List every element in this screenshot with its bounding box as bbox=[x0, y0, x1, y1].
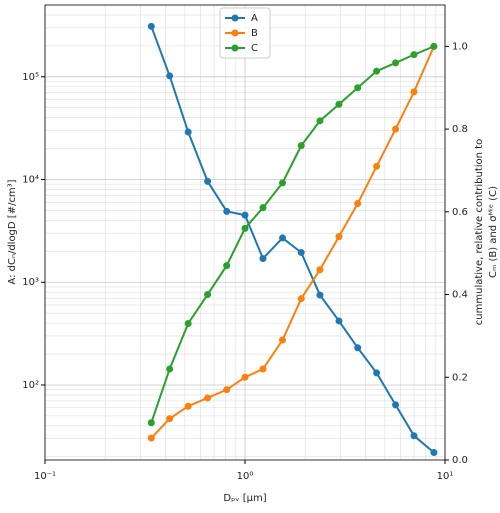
data-point bbox=[354, 344, 362, 352]
y2-tick-label: 0.6 bbox=[452, 207, 468, 218]
data-point bbox=[335, 100, 343, 108]
y-tick-label: 10⁵ bbox=[22, 72, 39, 83]
data-point bbox=[392, 401, 400, 409]
data-point bbox=[279, 179, 287, 187]
data-point bbox=[373, 162, 381, 170]
y2-tick-label: 0.4 bbox=[452, 290, 468, 301]
data-point bbox=[410, 88, 418, 96]
data-point bbox=[147, 434, 155, 442]
y-tick-label: 10² bbox=[22, 380, 39, 391]
legend-marker bbox=[231, 44, 239, 52]
data-point bbox=[392, 125, 400, 133]
data-point bbox=[335, 317, 343, 325]
series-line bbox=[150, 45, 435, 424]
data-point bbox=[184, 320, 192, 327]
x-axis-label: Dₚᵥ [µm] bbox=[223, 493, 266, 504]
data-point bbox=[279, 336, 287, 344]
data-point bbox=[184, 128, 192, 136]
data-point bbox=[204, 177, 212, 185]
data-point bbox=[316, 117, 324, 125]
y-tick-label: 10⁴ bbox=[22, 175, 39, 186]
data-point bbox=[147, 419, 155, 427]
data-point bbox=[410, 432, 418, 440]
data-point bbox=[297, 142, 305, 150]
data-point bbox=[259, 204, 267, 212]
data-point bbox=[166, 72, 174, 80]
y2-tick-label: 1.0 bbox=[452, 41, 468, 52]
data-point bbox=[430, 42, 438, 50]
data-point bbox=[373, 369, 381, 377]
x-tick-label: 10¹ bbox=[437, 471, 454, 482]
y2-axis-label: cummulative, relative contribution to bbox=[474, 139, 485, 325]
y-tick-label: 10³ bbox=[22, 277, 39, 288]
legend-label: A bbox=[251, 13, 258, 24]
data-point bbox=[223, 386, 231, 394]
data-point bbox=[316, 266, 324, 274]
series-line bbox=[150, 45, 435, 439]
data-point bbox=[184, 402, 192, 410]
data-point bbox=[147, 22, 155, 30]
data-point bbox=[223, 262, 231, 270]
data-point bbox=[223, 207, 231, 215]
y2-tick-label: 0.8 bbox=[452, 124, 468, 135]
data-point bbox=[430, 449, 438, 457]
legend-label: C bbox=[251, 43, 258, 54]
x-tick-label: 10⁰ bbox=[237, 471, 254, 482]
data-point bbox=[241, 211, 249, 219]
data-point bbox=[316, 291, 324, 299]
data-point bbox=[259, 365, 267, 373]
data-point bbox=[373, 67, 381, 75]
data-point bbox=[354, 84, 362, 92]
data-point bbox=[335, 233, 343, 241]
data-point bbox=[166, 365, 174, 373]
data-point bbox=[204, 394, 212, 402]
data-point bbox=[259, 255, 267, 263]
plot-frame bbox=[44, 4, 446, 461]
y2-tick-label: 0.2 bbox=[452, 372, 468, 383]
y2-axis-label: Cₘ (B) and σᴹⁱᵉ (C) bbox=[488, 186, 499, 278]
series-line bbox=[150, 25, 435, 454]
y-axis-label: A: dCₙ/dlogD [#/cm³] bbox=[7, 179, 18, 284]
y2-tick-label: 0.0 bbox=[452, 455, 468, 466]
data-point bbox=[279, 234, 287, 242]
legend-label: B bbox=[251, 28, 258, 39]
data-point bbox=[297, 248, 305, 256]
data-point bbox=[410, 51, 418, 59]
data-point bbox=[354, 200, 362, 208]
data-point bbox=[392, 59, 400, 67]
data-point bbox=[204, 291, 212, 299]
data-point bbox=[297, 295, 305, 303]
data-point bbox=[241, 373, 249, 381]
data-point bbox=[241, 224, 249, 232]
legend-marker bbox=[231, 29, 239, 37]
legend-marker bbox=[231, 14, 239, 22]
x-tick-label: 10⁻¹ bbox=[34, 471, 56, 482]
data-point bbox=[166, 415, 174, 423]
